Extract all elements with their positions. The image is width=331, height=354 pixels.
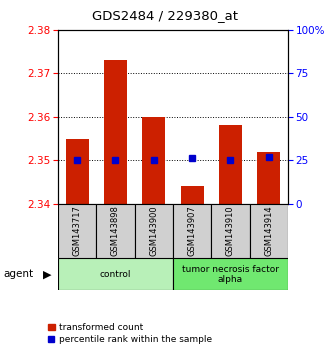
Legend: transformed count, percentile rank within the sample: transformed count, percentile rank withi…	[44, 320, 215, 348]
Text: control: control	[100, 270, 131, 279]
Text: GDS2484 / 229380_at: GDS2484 / 229380_at	[92, 9, 239, 22]
Bar	[58, 204, 96, 258]
Bar	[66, 138, 89, 204]
Text: agent: agent	[3, 269, 33, 279]
Text: GSM143717: GSM143717	[72, 206, 82, 256]
Bar	[173, 204, 211, 258]
Text: GSM143910: GSM143910	[226, 206, 235, 256]
Bar	[173, 258, 288, 290]
Text: GSM143907: GSM143907	[188, 206, 197, 256]
Text: GSM143898: GSM143898	[111, 206, 120, 256]
Bar	[96, 204, 135, 258]
Text: GSM143900: GSM143900	[149, 206, 158, 256]
Bar	[257, 152, 280, 204]
Text: tumor necrosis factor
alpha: tumor necrosis factor alpha	[182, 265, 279, 284]
Text: ▶: ▶	[43, 269, 52, 279]
Bar	[142, 117, 165, 204]
Text: GSM143914: GSM143914	[264, 206, 273, 256]
Bar	[58, 258, 173, 290]
Bar	[219, 125, 242, 204]
Bar	[181, 186, 204, 204]
Bar	[250, 204, 288, 258]
Bar	[104, 61, 127, 204]
Bar	[211, 204, 250, 258]
Bar	[135, 204, 173, 258]
